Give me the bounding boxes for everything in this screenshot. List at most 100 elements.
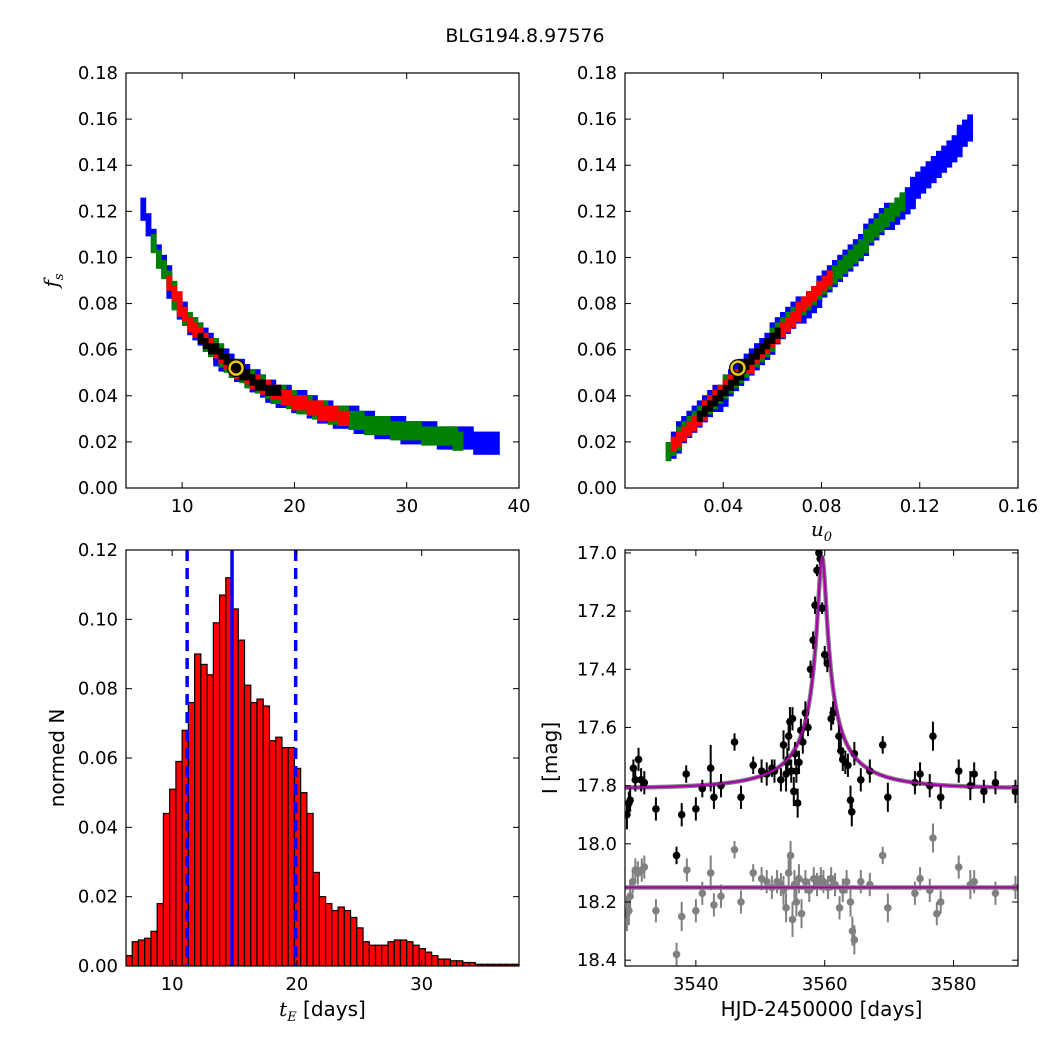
contour-cell-c1 (962, 119, 968, 147)
data-point (813, 566, 821, 575)
data-point (677, 810, 686, 819)
histogram-bar (393, 939, 402, 966)
contour-cell-c2 (858, 239, 864, 259)
histogram-bar (399, 939, 408, 966)
contour-cell-c2 (842, 254, 849, 274)
histogram-bar (162, 812, 171, 966)
histogram-bar (362, 941, 370, 966)
contour-cell-c4 (197, 332, 204, 344)
contour-cell-c2 (884, 208, 890, 228)
contour-cell-c1 (967, 114, 973, 142)
y-tick-label: 0.16 (577, 109, 617, 130)
contour-cell-c4 (244, 369, 251, 381)
baseline-point (846, 898, 855, 906)
histogram-bar (287, 746, 296, 966)
contour-cell-c2 (457, 431, 464, 451)
data-point (698, 784, 707, 793)
x-tick-label: 3560 (802, 974, 848, 995)
y-tick-label: 0.12 (577, 201, 617, 222)
x-tick-label: 30 (395, 496, 418, 517)
contour-cell-c4 (275, 384, 282, 396)
baseline-point (878, 851, 887, 860)
x-tick-label: 10 (161, 974, 184, 995)
baseline-point (884, 904, 892, 912)
contour-cell-c4 (717, 390, 724, 402)
data-point (804, 723, 812, 732)
baseline-point (652, 906, 660, 915)
x-tick-label: 20 (285, 974, 308, 995)
histogram-bar (218, 594, 227, 966)
histogram-bar (418, 948, 427, 966)
y-tick-label: 0.04 (78, 386, 118, 407)
baseline-point (936, 898, 945, 906)
baseline-point (954, 863, 963, 871)
contour-cell-c2 (894, 197, 901, 217)
contour-cell-c2 (374, 416, 381, 436)
y-tick-label: 0.16 (78, 109, 118, 130)
contour-cell-c3 (192, 322, 199, 338)
histogram-bar (256, 698, 264, 966)
contour-cell-c3 (676, 431, 682, 447)
contour-cell-c4 (270, 384, 277, 396)
histogram-bar (250, 701, 258, 966)
baseline-point (797, 909, 806, 918)
y-tick-label: 0.10 (78, 609, 118, 630)
data-point (970, 770, 978, 778)
data-point (672, 851, 681, 860)
contour-cell-c2 (452, 431, 459, 451)
contour-cell-c4 (223, 353, 230, 365)
y-tick-label: 0.08 (78, 679, 118, 700)
y-tick-label: 0.06 (78, 748, 118, 769)
data-point (916, 770, 924, 778)
histogram-bar (131, 941, 140, 966)
data-point (784, 732, 793, 740)
contour-cell-c3 (800, 296, 807, 312)
y-axis-label: normed N (45, 709, 69, 808)
contour-cell-c1 (930, 156, 937, 184)
contour-cell-c3 (811, 286, 817, 302)
contour-cell-c4 (733, 374, 739, 386)
y-tick-label: 0.00 (78, 478, 118, 499)
contour-cell-c2 (384, 416, 391, 436)
contour-cell-c3 (166, 275, 173, 291)
histogram-bar (343, 909, 352, 966)
histogram-bar (331, 909, 339, 966)
contour-cell-c3 (322, 405, 329, 421)
baseline-point (857, 877, 865, 886)
baseline-point (625, 906, 633, 915)
histogram-bar (187, 701, 196, 966)
contour-cell-c2 (390, 421, 396, 441)
data-point (631, 776, 640, 784)
contour-cell-c2 (436, 426, 443, 446)
contour-cell-c2 (156, 249, 162, 269)
baseline-point (737, 898, 745, 906)
contour-cell-c3 (176, 301, 183, 317)
x-tick-label: 10 (171, 496, 194, 517)
contour-cell-c4 (738, 364, 745, 376)
histogram-bar (431, 954, 439, 966)
histogram-bar (437, 958, 445, 966)
plot-area (126, 550, 519, 966)
baseline-point (706, 869, 715, 877)
y-tick-label: 0.14 (577, 155, 617, 176)
histogram-bar (212, 622, 221, 966)
y-tick-label: 0.02 (577, 432, 617, 453)
panel-fs-vs-u0: 0.04 0.08 0.12 0.16 0.00 0.02 0.04 0.06 0.08 0.10… (577, 63, 1038, 545)
contour-cell-c4 (218, 348, 225, 360)
x-axis-label-symbol: u (811, 517, 824, 541)
histogram-bar (368, 944, 377, 966)
baseline-point (717, 892, 725, 900)
contour-cell-c2 (868, 223, 875, 243)
figure-title: BLG194.8.97576 (445, 25, 604, 47)
contour-cell-c4 (254, 379, 261, 391)
data-point (844, 761, 852, 770)
contour-cell-c3 (821, 275, 828, 291)
y-tick-label: 0.04 (577, 386, 617, 407)
data-point (682, 770, 691, 778)
baseline-point (795, 874, 803, 883)
data-point (799, 738, 807, 746)
baseline-point (991, 889, 1000, 898)
y-tick-label: 17.2 (577, 601, 617, 622)
histogram-bar (200, 663, 208, 966)
contour-cell-c4 (759, 343, 765, 355)
